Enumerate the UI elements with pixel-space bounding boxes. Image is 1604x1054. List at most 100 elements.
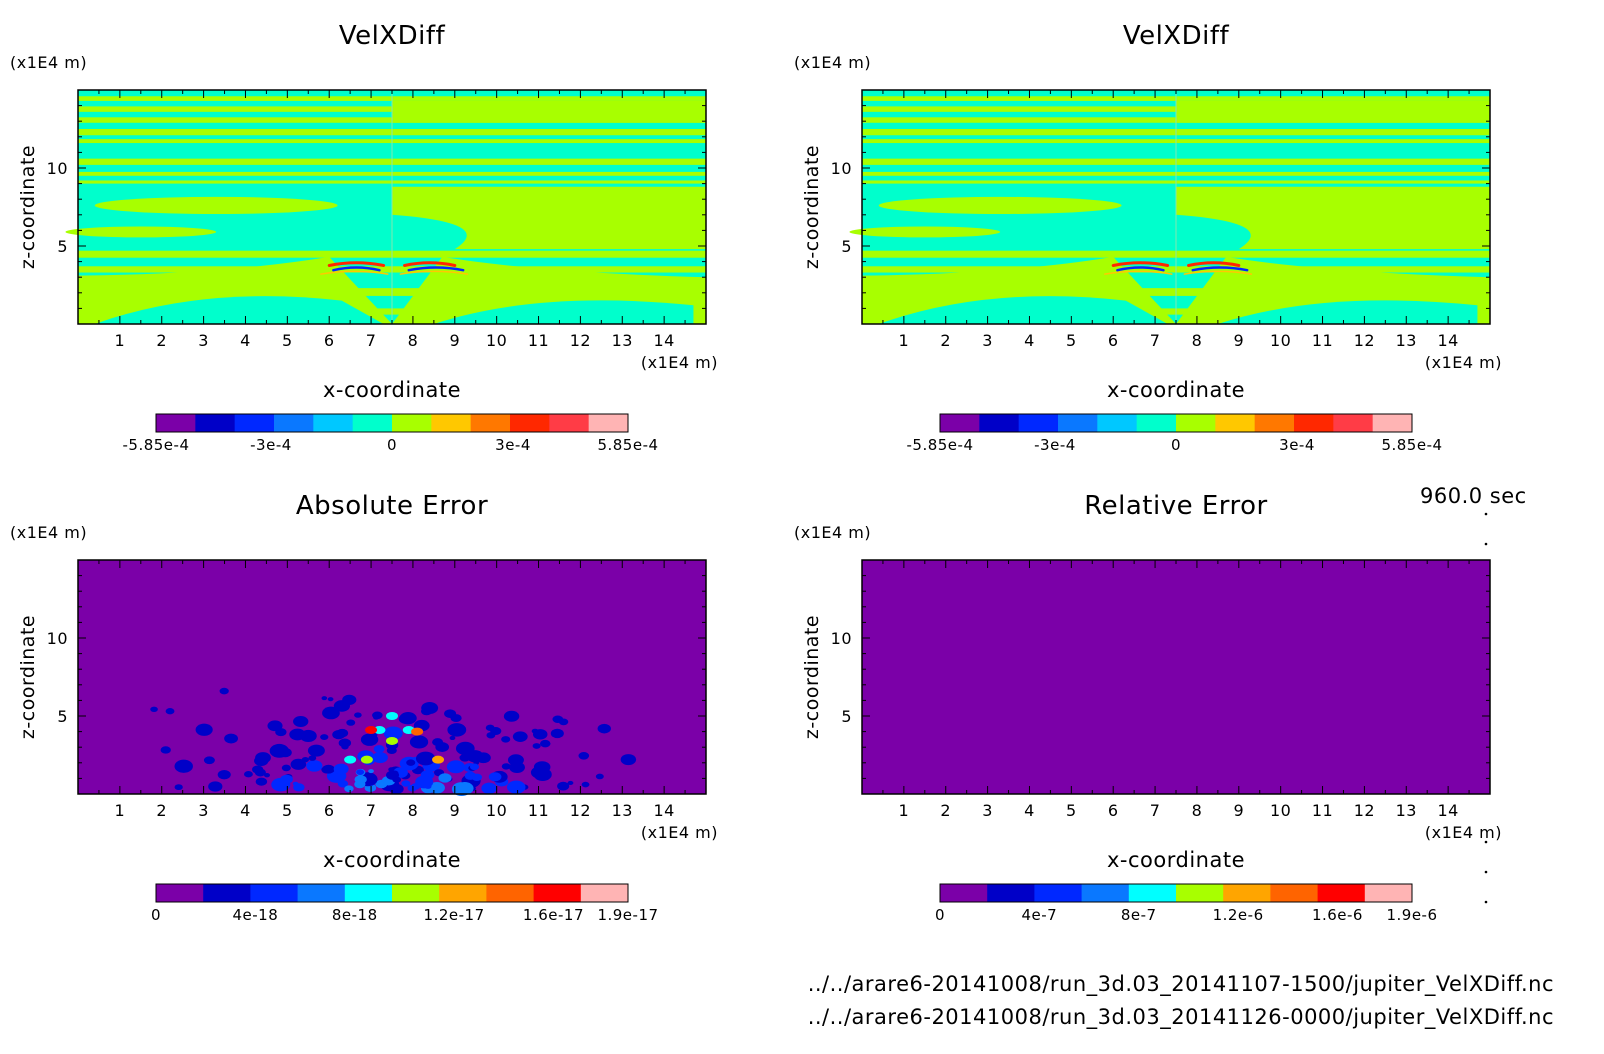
error-blob	[320, 734, 329, 741]
error-blob	[539, 739, 551, 748]
x-unit-label: (x1E4 m)	[641, 823, 718, 842]
colorbar-swatch	[588, 414, 629, 432]
colorbar-tick-label: -5.85e-4	[907, 436, 974, 454]
error-blob	[346, 719, 356, 726]
error-blob	[595, 773, 604, 780]
x-unit-label: (x1E4 m)	[1425, 353, 1502, 372]
error-hotspot	[432, 755, 445, 764]
y-tick-label: 5	[57, 707, 68, 726]
error-blob	[406, 759, 416, 766]
x-tick-label: 1	[115, 331, 126, 350]
colorbar-swatch	[392, 884, 440, 902]
x-tick-label: 7	[366, 331, 377, 350]
error-blob	[383, 726, 403, 741]
y-tick-label: 10	[831, 629, 852, 648]
chart-panel-velx-left: VelXDiff(x1E4 m)1 2 3 4 5 6 7 8 9 10 11 12 13 14510(x…	[10, 21, 718, 454]
field-streak	[1183, 270, 1253, 275]
error-blob	[252, 765, 264, 774]
colorbar-tick-label: 5.85e-4	[597, 436, 658, 454]
error-blob	[208, 781, 223, 792]
colorbar-swatch	[1333, 414, 1374, 432]
x-tick-label: 8	[408, 801, 419, 820]
colorbar-swatch	[940, 414, 980, 432]
chart-title: VelXDiff	[1123, 21, 1230, 51]
error-blob	[597, 723, 611, 734]
chart-title: Relative Error	[1084, 491, 1268, 521]
x-tick-label: 4	[240, 801, 251, 820]
colorbar-swatch	[1294, 414, 1334, 432]
x-tick-label: 2	[156, 801, 167, 820]
field-streak	[1104, 270, 1173, 275]
x-tick-label: 7	[366, 801, 377, 820]
y-axis-label: z-coordinate	[801, 145, 823, 269]
error-blob	[488, 772, 502, 782]
x-tick-label: 9	[1233, 331, 1244, 350]
x-tick-label: 11	[1312, 801, 1333, 820]
error-blob	[174, 759, 193, 773]
x-tick-label: 3	[982, 801, 993, 820]
error-blob	[428, 782, 445, 794]
field-wedge	[433, 300, 694, 324]
x-tick-label: 14	[1437, 801, 1458, 820]
error-blob	[327, 697, 334, 702]
x-unit-label: (x1E4 m)	[1425, 823, 1502, 842]
x-tick-label: 4	[240, 331, 251, 350]
colorbar-swatch	[1317, 884, 1366, 902]
error-hotspot	[386, 736, 398, 745]
x-tick-label: 8	[1192, 801, 1203, 820]
x-tick-label: 5	[282, 801, 293, 820]
error-blob	[531, 728, 539, 734]
error-blob	[578, 751, 590, 760]
colorbar-tick-label: 3e-4	[1279, 436, 1315, 454]
colorbar-swatch	[549, 414, 590, 432]
error-blob	[219, 687, 229, 695]
x-tick-label: 2	[940, 801, 951, 820]
colorbar-swatch	[344, 884, 393, 902]
x-tick-label: 1	[899, 331, 910, 350]
colorbar-swatch	[297, 884, 346, 902]
error-blob	[399, 712, 417, 725]
colorbar-swatch	[195, 414, 236, 432]
field-marker	[262, 149, 271, 158]
colorbar-swatch	[1058, 414, 1098, 432]
x-tick-label: 6	[324, 801, 335, 820]
error-blob	[389, 783, 404, 795]
error-blob	[581, 781, 590, 788]
x-tick-label: 6	[1108, 331, 1119, 350]
error-blob	[550, 728, 564, 739]
error-blob	[281, 764, 291, 772]
error-blob	[471, 773, 483, 782]
colorbar-swatch	[203, 884, 251, 902]
stray-dot	[1484, 840, 1488, 844]
colorbar-tick-label: -3e-4	[1034, 436, 1076, 454]
error-blob	[466, 750, 484, 763]
colorbar-swatch	[313, 414, 354, 432]
field-background	[862, 560, 1490, 794]
x-tick-label: 9	[449, 801, 460, 820]
colorbar-tick-label: 0	[1171, 436, 1181, 454]
chart-panel-abs-error: Absolute Error(x1E4 m)1 2 3 4 5 6 7 8 9 10 11 12 13 1…	[10, 491, 718, 924]
colorbar-tick-label: 1.2e-6	[1213, 906, 1264, 924]
field-streak	[407, 266, 465, 272]
y-unit-label: (x1E4 m)	[10, 523, 87, 542]
colorbar-swatch	[439, 884, 487, 902]
chart-panel-rel-error: Relative Error(x1E4 m)1 2 3 4 5 6 7 8 9 10 11 12 13 1…	[794, 491, 1502, 924]
x-tick-label: 13	[612, 801, 633, 820]
x-tick-label: 11	[528, 331, 549, 350]
field-streak	[1187, 261, 1241, 267]
error-blob	[507, 780, 526, 794]
colorbar-swatch	[250, 884, 299, 902]
y-axis-label: z-coordinate	[17, 145, 39, 269]
colorbar-frame	[939, 883, 1413, 903]
x-axis-label: x-coordinate	[1107, 848, 1245, 872]
colorbar-swatch	[1128, 884, 1177, 902]
x-tick-label: 13	[1396, 331, 1417, 350]
x-tick-label: 10	[1270, 801, 1291, 820]
colorbar-swatch	[156, 414, 196, 432]
stray-dot	[1484, 870, 1488, 874]
x-tick-label: 3	[198, 331, 209, 350]
error-blob	[203, 756, 215, 765]
error-blob	[391, 770, 399, 776]
x-tick-label: 5	[1066, 331, 1077, 350]
